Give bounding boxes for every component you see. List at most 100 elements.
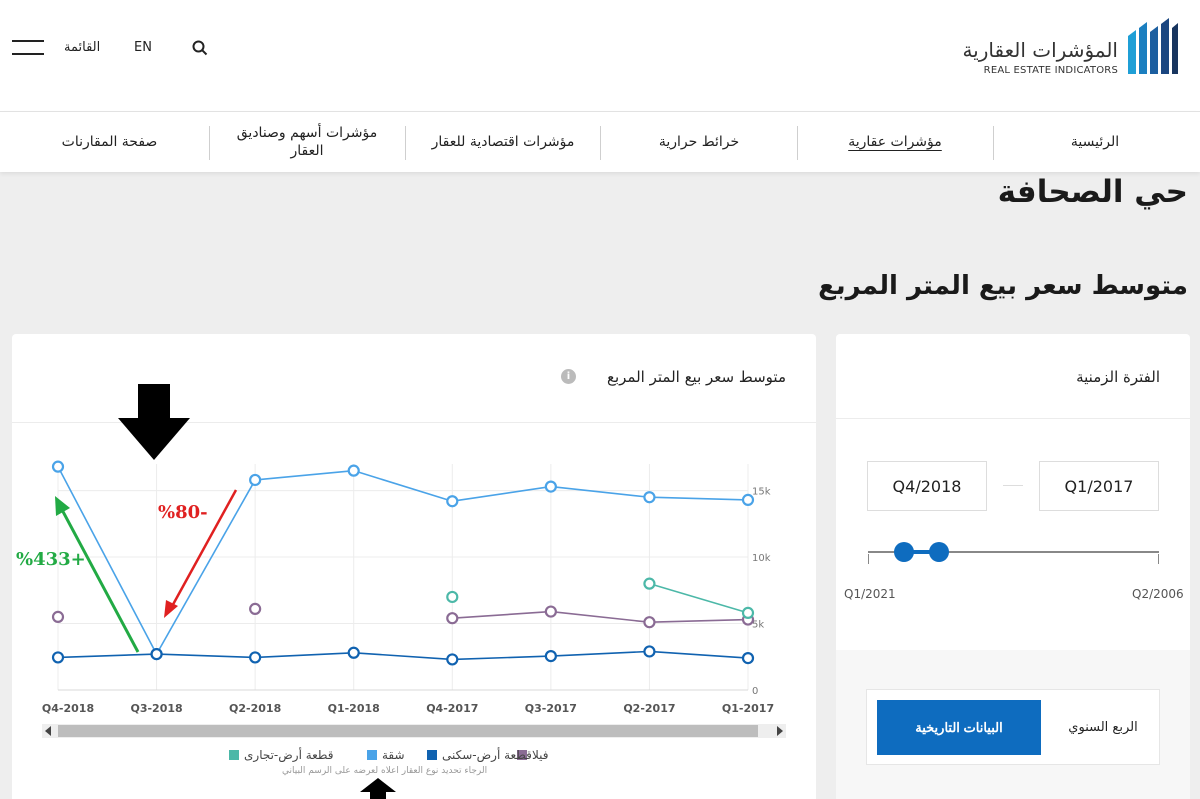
legend-item-residential-land[interactable]: قطعة أرض-سكنى	[427, 748, 532, 762]
x-tick-label: Q4-2018	[42, 702, 94, 715]
data-point	[51, 610, 65, 623]
slider-handle-start[interactable]	[894, 542, 914, 562]
scroll-right-arrow-icon[interactable]	[777, 726, 783, 736]
main-nav: الرئيسية مؤشرات عقارية خرائط حرارية مؤشر…	[0, 112, 1200, 172]
y-tick-label: 0	[752, 686, 758, 697]
data-point	[347, 464, 360, 477]
search-icon[interactable]	[192, 40, 208, 56]
scroll-thumb[interactable]	[58, 725, 758, 737]
logo-bars-icon	[1128, 18, 1178, 74]
series-line-segment	[452, 485, 551, 503]
series-line-segment	[649, 582, 749, 614]
nav-item-comparisons[interactable]: صفحة المقارنات	[61, 134, 158, 150]
nav-item-real-estate-indicators[interactable]: مؤشرات عقارية	[848, 134, 942, 150]
data-point	[643, 645, 656, 658]
x-tick-label: Q2-2017	[623, 702, 675, 715]
legend-item-apartment[interactable]: شقة	[367, 748, 405, 762]
series-line-segment	[452, 655, 551, 661]
nav-item-heat-maps[interactable]: خرائط حرارية	[658, 134, 740, 150]
menu-label[interactable]: القائمة	[64, 40, 101, 55]
quarterly-button[interactable]: الربع السنوي	[1068, 720, 1138, 735]
data-point	[249, 602, 262, 616]
nav-item-economic-indicators[interactable]: مؤشرات اقتصادية للعقار	[431, 134, 575, 150]
data-point	[249, 473, 262, 487]
nav-divider	[405, 126, 406, 160]
historical-data-button[interactable]: البيانات التاريخية	[877, 700, 1041, 755]
legend-swatch	[427, 750, 437, 760]
data-point	[446, 495, 459, 508]
nav-divider	[797, 126, 798, 160]
legend-label: قطعة أرض-تجارى	[244, 748, 334, 762]
data-point	[446, 653, 459, 666]
logo[interactable]: المؤشرات العقارية REAL ESTATE INDICATORS	[962, 16, 1188, 76]
nav-divider	[993, 126, 994, 160]
data-point	[150, 648, 163, 661]
period-card: الفترة الزمنية Q4/2018 Q1/2017 Q1/2021 Q…	[836, 334, 1190, 799]
data-point	[643, 491, 656, 504]
logo-arabic-text: المؤشرات العقارية	[962, 38, 1118, 62]
hamburger-menu-icon[interactable]	[12, 40, 44, 56]
legend-item-commercial-land[interactable]: قطعة أرض-تجارى	[229, 748, 334, 762]
x-tick-label: Q2-2018	[229, 702, 281, 715]
period-slider-track[interactable]	[868, 551, 1159, 553]
nav-item-home[interactable]: الرئيسية	[1070, 134, 1120, 150]
series-line-segment	[156, 653, 256, 659]
series-line-segment	[649, 618, 749, 623]
slider-handle-end[interactable]	[929, 542, 949, 562]
to-date-field[interactable]: Q1/2017	[1039, 461, 1159, 511]
top-header: القائمة EN المؤشرات العقارية REAL ESTATE…	[0, 0, 1200, 112]
series-line-segment	[550, 650, 650, 657]
x-tick-label: Q1-2017	[722, 702, 774, 715]
y-tick-label: 5k	[752, 620, 764, 631]
legend-note: الرجاء تحديد نوع العقار اعلاه لعرضه على …	[282, 766, 488, 776]
slider-tick	[1158, 554, 1159, 564]
x-tick-label: Q3-2018	[130, 702, 182, 715]
series-line-segment	[255, 469, 354, 481]
period-divider	[836, 418, 1190, 419]
legend-label: شقة	[382, 748, 405, 762]
series-line-segment	[57, 653, 157, 659]
data-point	[544, 480, 557, 493]
legend-label: قطعة أرض-سكنى	[442, 748, 532, 762]
data-point	[643, 616, 656, 629]
logo-english-text: REAL ESTATE INDICATORS	[983, 65, 1118, 76]
line-chart: 0 5k 10k 15k Q4-2018 Q3-2018 Q2-2018 Q1-2018 Q4-…	[42, 460, 774, 715]
period-slider-range	[904, 550, 939, 554]
legend-label: فيلا	[532, 748, 549, 762]
series-line-segment	[57, 466, 158, 655]
data-point	[741, 606, 755, 619]
data-mode-toggle: البيانات التاريخية الربع السنوي	[866, 689, 1160, 765]
from-date-field[interactable]: Q4/2018	[867, 461, 987, 511]
chart-scrollbar[interactable]	[42, 724, 786, 738]
chart-legend: فيلا قطعة أرض-سكنى شقة قطعة أرض-تجارى	[227, 748, 587, 764]
data-point	[51, 651, 65, 664]
data-point	[446, 612, 459, 625]
series-line-segment	[649, 650, 749, 659]
x-tick-label: Q4-2017	[426, 702, 478, 715]
nav-divider	[600, 126, 601, 160]
district-title: حي الصحافة	[997, 174, 1188, 210]
data-point	[741, 651, 755, 665]
data-point	[347, 646, 360, 659]
data-point	[643, 577, 656, 590]
series-line-segment	[452, 610, 551, 620]
legend-swatch	[367, 750, 377, 760]
legend-swatch	[517, 750, 527, 760]
x-tick-label: Q1-2018	[328, 702, 380, 715]
chart-divider	[12, 422, 816, 423]
y-tick-label: 15k	[752, 487, 771, 498]
language-toggle[interactable]: EN	[134, 40, 152, 55]
date-range-dash	[1003, 485, 1023, 486]
nav-divider	[209, 126, 210, 160]
data-point	[544, 650, 557, 663]
scroll-left-arrow-icon[interactable]	[45, 726, 51, 736]
series-line-segment	[649, 496, 749, 501]
series-line-segment	[353, 651, 453, 661]
chart-title: متوسط سعر بيع المتر المربع	[606, 368, 786, 386]
legend-item-villa[interactable]: فيلا	[517, 748, 549, 762]
series-line-segment	[550, 610, 650, 623]
slider-max-label: Q2/2006	[1132, 587, 1184, 601]
nav-item-stocks-funds[interactable]: مؤشرات أسهم وصناديق العقار	[236, 125, 378, 159]
data-point	[544, 605, 557, 618]
info-icon[interactable]: i	[561, 369, 576, 384]
